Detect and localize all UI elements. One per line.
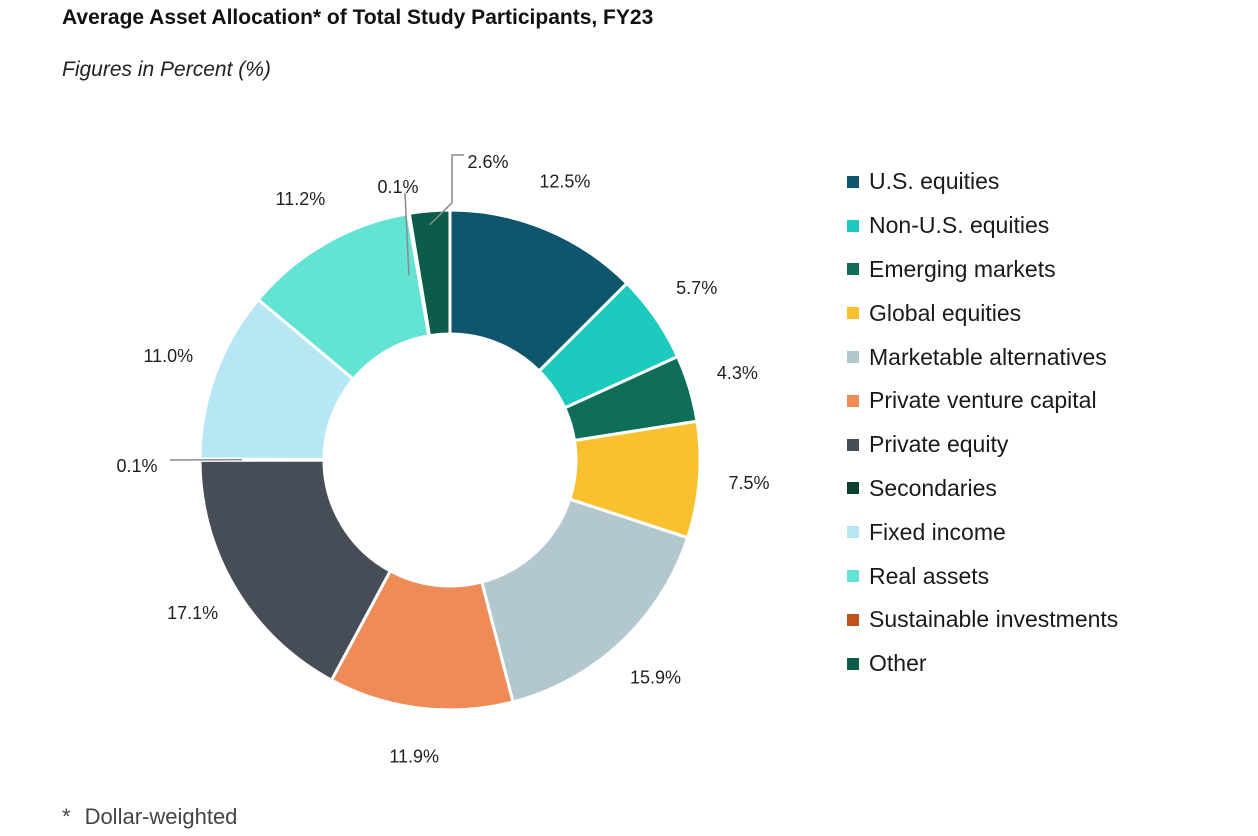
chart-title: Average Asset Allocation* of Total Study…	[62, 6, 654, 29]
data-label-sustainable-investments: 0.1%	[377, 177, 418, 197]
data-label-real-assets: 11.2%	[276, 189, 326, 209]
data-label-other: 2.6%	[467, 152, 508, 172]
legend-item-private-venture-capital: Private venture capital	[847, 379, 1118, 423]
data-label-secondaries: 0.1%	[116, 456, 157, 476]
data-label-non-u-s-equities: 5.7%	[676, 278, 717, 298]
legend-item-emerging-markets: Emerging markets	[847, 248, 1118, 292]
legend-label-u-s-equities: U.S. equities	[869, 168, 1000, 195]
legend-swatch-non-u-s-equities	[847, 219, 859, 232]
legend-swatch-sustainable-investments	[847, 613, 859, 626]
legend-swatch-fixed-income	[847, 526, 859, 539]
data-label-private-venture-capital: 11.9%	[389, 747, 439, 767]
legend-label-real-assets: Real assets	[869, 562, 990, 589]
data-label-marketable-alternatives: 15.9%	[630, 667, 681, 687]
legend-swatch-emerging-markets	[847, 263, 859, 276]
legend-item-fixed-income: Fixed income	[847, 510, 1118, 554]
legend-item-sustainable-investments: Sustainable investments	[847, 598, 1118, 642]
leader-line-sustainable-investments	[404, 192, 410, 276]
legend-item-marketable-alternatives: Marketable alternatives	[847, 335, 1118, 379]
legend-item-u-s-equities: U.S. equities	[847, 160, 1118, 204]
legend-label-sustainable-investments: Sustainable investments	[869, 606, 1119, 633]
legend-item-secondaries: Secondaries	[847, 467, 1118, 511]
data-label-u-s-equities: 12.5%	[539, 172, 590, 192]
legend-swatch-private-venture-capital	[847, 394, 859, 407]
legend-swatch-global-equities	[847, 307, 859, 320]
legend-swatch-other	[847, 657, 859, 670]
label-layer: 12.5% 5.7% 4.3% 7.5% 15.9% 11.9% 17.1% 0.1% 11.0…	[116, 152, 769, 767]
data-label-fixed-income: 11.0%	[143, 346, 193, 366]
data-label-private-equity: 17.1%	[167, 603, 218, 623]
legend-label-private-equity: Private equity	[869, 431, 1009, 458]
legend-label-marketable-alternatives: Marketable alternatives	[869, 343, 1107, 370]
data-label-emerging-markets: 4.3%	[717, 363, 758, 383]
footnote: * Dollar-weighted	[62, 804, 237, 830]
legend-label-non-u-s-equities: Non-U.S. equities	[869, 212, 1050, 239]
legend-label-global-equities: Global equities	[869, 299, 1022, 326]
legend-item-global-equities: Global equities	[847, 291, 1118, 335]
legend-swatch-u-s-equities	[847, 175, 859, 188]
legend-label-other: Other	[869, 650, 927, 677]
footnote-text: Dollar-weighted	[84, 804, 238, 829]
leader-line-other	[429, 154, 464, 226]
legend-label-private-venture-capital: Private venture capital	[869, 387, 1097, 414]
slice-other	[407, 208, 452, 338]
legend-swatch-real-assets	[847, 570, 859, 583]
legend-label-emerging-markets: Emerging markets	[869, 255, 1056, 282]
legend-swatch-private-equity	[847, 438, 859, 451]
legend-item-real-assets: Real assets	[847, 554, 1118, 598]
slice-private-equity	[198, 458, 392, 682]
legend-item-private-equity: Private equity	[847, 423, 1118, 467]
chart-subtitle: Figures in Percent (%)	[62, 58, 271, 81]
slice-layer	[198, 208, 702, 712]
legend-item-non-u-s-equities: Non-U.S. equities	[847, 204, 1118, 248]
legend-label-fixed-income: Fixed income	[869, 518, 1006, 545]
legend-item-other: Other	[847, 642, 1118, 686]
legend-swatch-marketable-alternatives	[847, 351, 859, 364]
data-label-global-equities: 7.5%	[728, 473, 769, 493]
chart-legend: U.S. equities Non-U.S. equities Emerging m…	[847, 160, 1118, 686]
legend-label-secondaries: Secondaries	[869, 474, 997, 501]
footnote-marker: *	[62, 804, 71, 829]
legend-swatch-secondaries	[847, 482, 859, 495]
leader-layer	[169, 154, 464, 461]
slice-marketable-alternatives	[480, 497, 690, 704]
